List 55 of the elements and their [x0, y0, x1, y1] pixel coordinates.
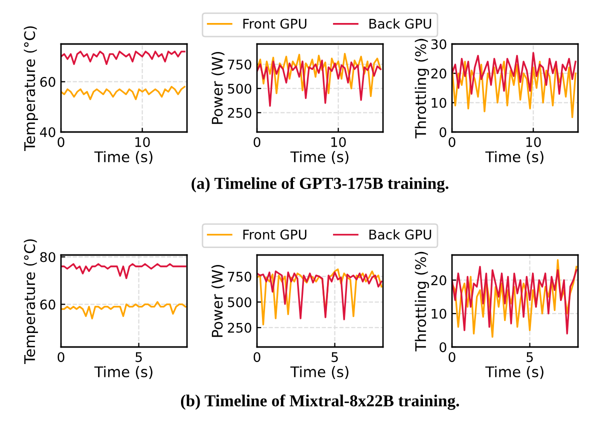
y-tick-label: 500	[228, 84, 252, 94]
x-tick-label: 0	[448, 352, 456, 362]
line-series	[61, 50, 186, 65]
x-tick-label: 10	[331, 137, 346, 148]
y-axis-title: Power (W)	[211, 52, 224, 124]
x-axis-title: Time (s)	[485, 151, 544, 164]
line-series	[257, 52, 382, 98]
line-series	[452, 52, 576, 95]
y-tick-label: 750	[228, 272, 252, 282]
y-tick-label: 0	[440, 127, 446, 138]
x-tick-label: 0	[58, 137, 64, 148]
x-tick-label: 5	[332, 352, 338, 362]
x-tick-label: 10	[135, 137, 150, 148]
line-series	[61, 86, 186, 100]
line-series	[257, 60, 382, 107]
text: (b) Timeline of Mixtral-8x22B training.	[180, 394, 460, 410]
x-axis-title: Time (s)	[485, 366, 544, 380]
y-tick-label: 0	[440, 342, 446, 352]
x-tick-label: 10	[526, 137, 541, 148]
x-axis-title: Time (s)	[290, 151, 348, 164]
x-tick-label: 0	[254, 137, 260, 148]
y-axis-title: Temperature (°C)	[24, 26, 38, 151]
y-tick-label: 30	[431, 39, 446, 50]
legend-label: Front GPU	[243, 18, 306, 29]
y-tick-label: 250	[228, 108, 252, 118]
y-axis-title: Power (W)	[211, 264, 224, 337]
y-tick-label: 80	[40, 252, 56, 262]
y-tick-label: 60	[40, 300, 56, 310]
x-axis-title: Time (s)	[94, 151, 152, 164]
line-series	[61, 301, 186, 320]
y-tick-label: 40	[40, 127, 56, 138]
x-axis-title: Time (s)	[94, 366, 152, 380]
y-axis-title: Throttling (%)	[414, 38, 429, 138]
x-tick-label: 0	[58, 352, 64, 362]
y-tick-label: 500	[228, 297, 252, 308]
y-tick-label: 750	[228, 60, 252, 70]
x-tick-label: 5	[526, 352, 533, 362]
y-axis-title: Throttling (%)	[414, 252, 429, 352]
y-tick-label: 250	[228, 322, 252, 333]
legend-label: Back GPU	[369, 18, 432, 29]
x-tick-label: 5	[136, 352, 142, 362]
y-tick-label: 60	[40, 76, 56, 87]
x-tick-label: 0	[254, 352, 260, 362]
x-axis-title: Time (s)	[290, 366, 348, 380]
legend-label: Front GPU	[243, 230, 306, 240]
x-tick-label: 0	[448, 137, 456, 148]
legend-label: Back GPU	[369, 229, 432, 240]
y-tick-label: 20	[431, 275, 446, 286]
y-tick-label: 20	[431, 68, 446, 79]
line-series	[452, 60, 576, 118]
y-tick-label: 10	[432, 98, 446, 108]
y-axis-title: Temperature (°C)	[24, 239, 38, 364]
text: (a) Timeline of GPT3-175B training.	[192, 177, 448, 193]
line-series	[61, 263, 186, 280]
y-tick-label: 10	[432, 308, 446, 319]
